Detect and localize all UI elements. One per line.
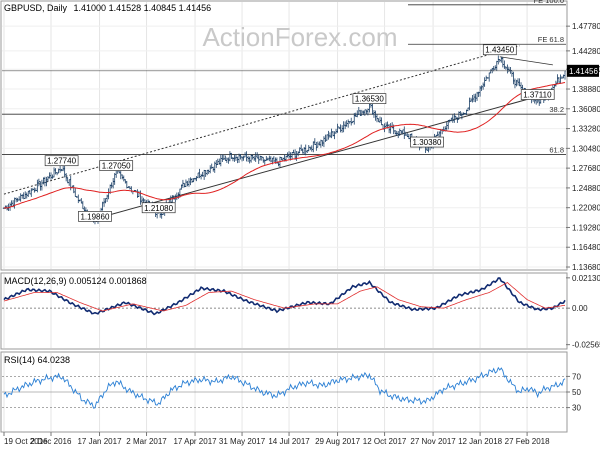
annotation-6: 1.43450 [482, 44, 517, 56]
x-tick-label-3: 2 Mar 2017 [126, 437, 167, 446]
annotation-4: 1.36530 [352, 93, 387, 104]
y-tick-label-0: 1.13680 [572, 263, 600, 272]
y-tick-label-7: 1.33280 [572, 125, 600, 134]
macd-panel [0, 272, 568, 350]
annotation-label-4: 1.36530 [355, 95, 384, 104]
rsi-title: RSI(14) 64.0238 [4, 355, 70, 365]
x-tick-label-9: 27 Nov 2017 [410, 437, 456, 446]
annotation-1: 1.27050 [99, 160, 134, 171]
last-price-label: 1.41456 [569, 67, 598, 76]
trend-line-top [499, 56, 553, 66]
annotation-label-6: 1.43450 [485, 46, 514, 55]
macd-title: MACD(12,26,9) 0.005124 0.001868 [4, 276, 147, 286]
macd-series-signal [3, 282, 566, 312]
y-tick-label-5: 1.27680 [572, 164, 600, 173]
annotation-label-0: 1.27740 [47, 157, 76, 166]
y-tick-label-3: 1.22080 [572, 204, 600, 213]
x-tick-label-4: 17 Apr 2017 [173, 437, 217, 446]
macd-tick-label-0: 0.021303 [572, 274, 600, 283]
last-price-tag [567, 64, 599, 77]
annotation-label-1: 1.27050 [102, 162, 131, 171]
annotation-label-3: 1.21080 [144, 204, 173, 213]
annotation-0: 1.27740 [44, 155, 79, 167]
annotation-2: 1.19860 [78, 211, 112, 222]
x-tick-label-2: 17 Jan 2017 [77, 437, 122, 446]
rsi-tick-label-1: 50 [572, 388, 581, 397]
annotation-3: 1.21080 [141, 202, 176, 214]
trend-line-1 [3, 45, 520, 195]
annotation-label-7: 1.37110 [523, 91, 552, 100]
macd-tick-label-1: 0.00 [572, 304, 588, 313]
rsi-tick-label-2: 30 [572, 404, 581, 413]
moving-average-line [3, 82, 566, 209]
watermark: ActionForex.com [202, 22, 397, 52]
x-tick-label-11: 27 Feb 2018 [505, 437, 550, 446]
annotation-box-7 [520, 89, 555, 100]
annotation-box-3 [141, 202, 176, 214]
rsi-series-line [3, 366, 566, 409]
y-tick-label-4: 1.24880 [572, 184, 600, 193]
price-panel [0, 0, 568, 271]
annotation-box-6 [482, 44, 517, 56]
fib-label-1: FE 61.8 [538, 35, 564, 44]
x-tick-label-7: 29 Aug 2017 [315, 437, 360, 446]
y-tick-label-12: 1.47780 [572, 22, 600, 31]
fib-label-2: 38.2 [549, 105, 564, 114]
annotation-box-2 [78, 211, 112, 222]
macd-tick-label-2: -0.02565 [572, 341, 600, 350]
annotation-box-5 [410, 136, 444, 148]
price-title-text: GBPUSD, Daily [4, 3, 68, 13]
y-tick-label-2: 1.19280 [572, 223, 600, 232]
x-tick-label-1: 2 Dec 2016 [31, 437, 72, 446]
y-tick-label-6: 1.30480 [572, 144, 600, 153]
annotation-label-2: 1.19860 [80, 212, 109, 221]
annotation-box-0 [44, 155, 79, 167]
x-tick-label-0: 19 Oct 2016 [4, 437, 48, 446]
annotation-box-4 [352, 93, 387, 104]
price-title: GBPUSD, Daily 1.41000 1.41528 1.40845 1.… [4, 3, 211, 13]
rsi-tick-label-0: 70 [572, 372, 581, 381]
annotation-label-5: 1.30380 [413, 138, 442, 147]
fib-label-3: 61.8 [549, 146, 564, 155]
x-tick-label-5: 31 May 2017 [219, 437, 266, 446]
y-tick-label-1: 1.16480 [572, 243, 600, 252]
fib-label-0: FE 100.0 [534, 0, 564, 5]
annotation-5: 1.30380 [410, 136, 444, 148]
y-tick-label-8: 1.36080 [572, 105, 600, 114]
annotation-box-1 [99, 160, 134, 171]
x-tick-label-10: 12 Jan 2018 [458, 437, 503, 446]
x-tick-label-6: 14 Jul 2017 [268, 437, 310, 446]
price-ohlc-text: 1.41000 1.41528 1.40845 1.41456 [74, 3, 212, 13]
y-tick-label-11: 1.44280 [572, 47, 600, 56]
annotation-7: 1.37110 [520, 89, 555, 100]
y-tick-label-9: 1.38880 [572, 85, 600, 94]
x-tick-label-8: 12 Oct 2017 [363, 437, 407, 446]
